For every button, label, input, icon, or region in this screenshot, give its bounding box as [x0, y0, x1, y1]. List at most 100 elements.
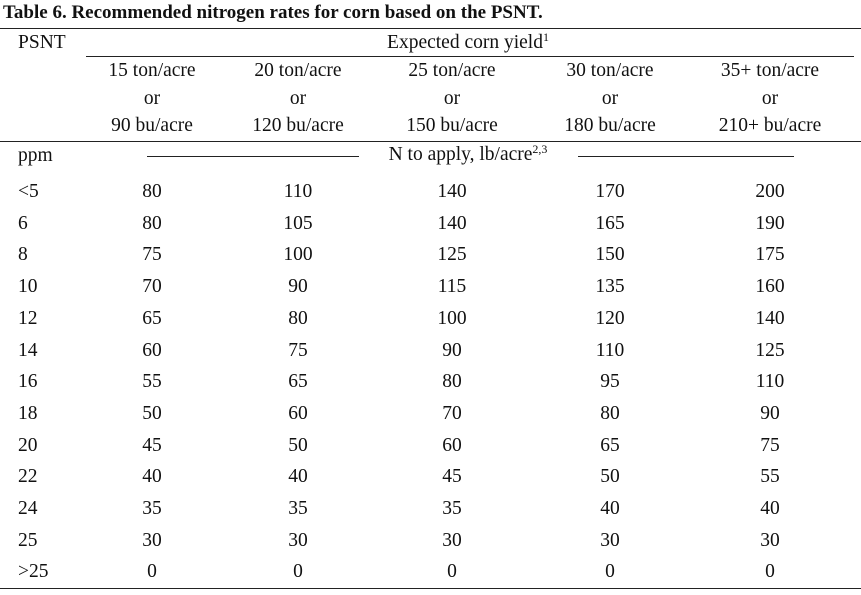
cell: 0: [605, 561, 615, 583]
units-label: ppm: [18, 145, 53, 166]
column-header: 25 ton/acre: [408, 60, 496, 81]
cell: 120: [595, 307, 625, 329]
column-header: or: [761, 87, 779, 109]
cell: 60: [142, 339, 162, 361]
cell: 75: [288, 339, 308, 361]
cell: 65: [142, 307, 162, 329]
row-label: <5: [18, 181, 39, 202]
cell: 30: [442, 529, 462, 551]
cell: 55: [142, 371, 162, 393]
column-header: or: [443, 87, 461, 109]
column-header: 180 bu/acre: [564, 115, 656, 136]
cell: 125: [437, 244, 467, 266]
cell: 75: [760, 434, 780, 456]
cell: 140: [437, 181, 467, 202]
rule: [578, 156, 794, 157]
cell: 160: [755, 276, 785, 298]
cell: 40: [760, 498, 780, 519]
cell: 150: [595, 244, 625, 266]
cell: 55: [760, 466, 780, 488]
cell: 80: [442, 371, 462, 393]
cell: 95: [600, 371, 620, 393]
cell: 135: [595, 276, 625, 298]
cell: 40: [288, 466, 308, 488]
cell: 80: [288, 307, 308, 329]
cell: 30: [142, 529, 162, 551]
column-header: or: [143, 87, 161, 109]
cell: 110: [283, 181, 313, 202]
cell: 165: [595, 212, 625, 234]
cell: 0: [765, 561, 775, 583]
cell: 45: [442, 466, 462, 488]
cell: 40: [142, 466, 162, 488]
cell: 75: [142, 244, 162, 266]
cell: 50: [288, 434, 308, 456]
column-header: 20 ton/acre: [254, 60, 342, 81]
row-label: 12: [18, 307, 38, 329]
rule: [0, 28, 861, 29]
cell: 140: [437, 212, 467, 234]
row-label: 22: [18, 466, 38, 488]
table-title: Table 6. Recommended nitrogen rates for …: [3, 2, 543, 23]
row-label: 10: [18, 276, 38, 298]
cell: 45: [142, 434, 162, 456]
cell: 50: [600, 466, 620, 488]
cell: 110: [595, 339, 625, 361]
column-header: 150 bu/acre: [406, 115, 498, 136]
column-header: or: [601, 87, 619, 109]
row-label: 20: [18, 434, 38, 456]
row-label: 25: [18, 529, 38, 551]
cell: 200: [755, 181, 785, 202]
column-header: 30 ton/acre: [566, 60, 654, 81]
cell: 65: [600, 434, 620, 456]
column-header: 90 bu/acre: [111, 115, 193, 136]
column-header: 35+ ton/acre: [720, 60, 820, 81]
row-label: 8: [18, 244, 28, 266]
cell: 90: [760, 402, 780, 424]
cell: 105: [283, 212, 313, 234]
units-caption: N to apply, lb/acre: [388, 144, 533, 165]
rule: [147, 156, 359, 157]
footnote-ref: 1: [542, 30, 549, 44]
column-header: 210+ bu/acre: [718, 115, 822, 136]
cell: 80: [600, 402, 620, 424]
column-header: 15 ton/acre: [108, 60, 196, 81]
row-label: 14: [18, 339, 38, 361]
cell: 80: [142, 212, 162, 234]
cell: 65: [288, 371, 308, 393]
cell: 35: [442, 498, 462, 519]
cell: 50: [142, 402, 162, 424]
column-header: 120 bu/acre: [252, 115, 344, 136]
cell: 190: [755, 212, 785, 234]
row-label: 18: [18, 402, 38, 424]
column-header: or: [289, 87, 307, 109]
cell: 125: [755, 339, 785, 361]
row-label: 24: [18, 498, 38, 519]
cell: 60: [442, 434, 462, 456]
cell: 100: [283, 244, 313, 266]
cell: 30: [288, 529, 308, 551]
cell: 0: [147, 561, 157, 583]
cell: 60: [288, 402, 308, 424]
units-text: N to apply, lb/acre2,3: [388, 142, 548, 165]
cell: 30: [760, 529, 780, 551]
cell: 40: [600, 498, 620, 519]
footnote-ref: 2,3: [532, 142, 548, 156]
cell: 70: [142, 276, 162, 298]
cell: 100: [437, 307, 467, 329]
cell: 80: [142, 181, 162, 202]
rule: [0, 588, 861, 589]
yield-header: Expected corn yield1: [387, 30, 549, 53]
cell: 30: [600, 529, 620, 551]
cell: 90: [288, 276, 308, 298]
psnt-header: PSNT: [18, 32, 66, 53]
cell: 90: [442, 339, 462, 361]
cell: 0: [293, 561, 303, 583]
row-label: 16: [18, 371, 38, 393]
row-label: >25: [18, 561, 49, 583]
cell: 35: [142, 498, 162, 519]
rule: [86, 56, 854, 57]
yield-text: Expected corn yield: [387, 32, 543, 53]
cell: 70: [442, 402, 462, 424]
